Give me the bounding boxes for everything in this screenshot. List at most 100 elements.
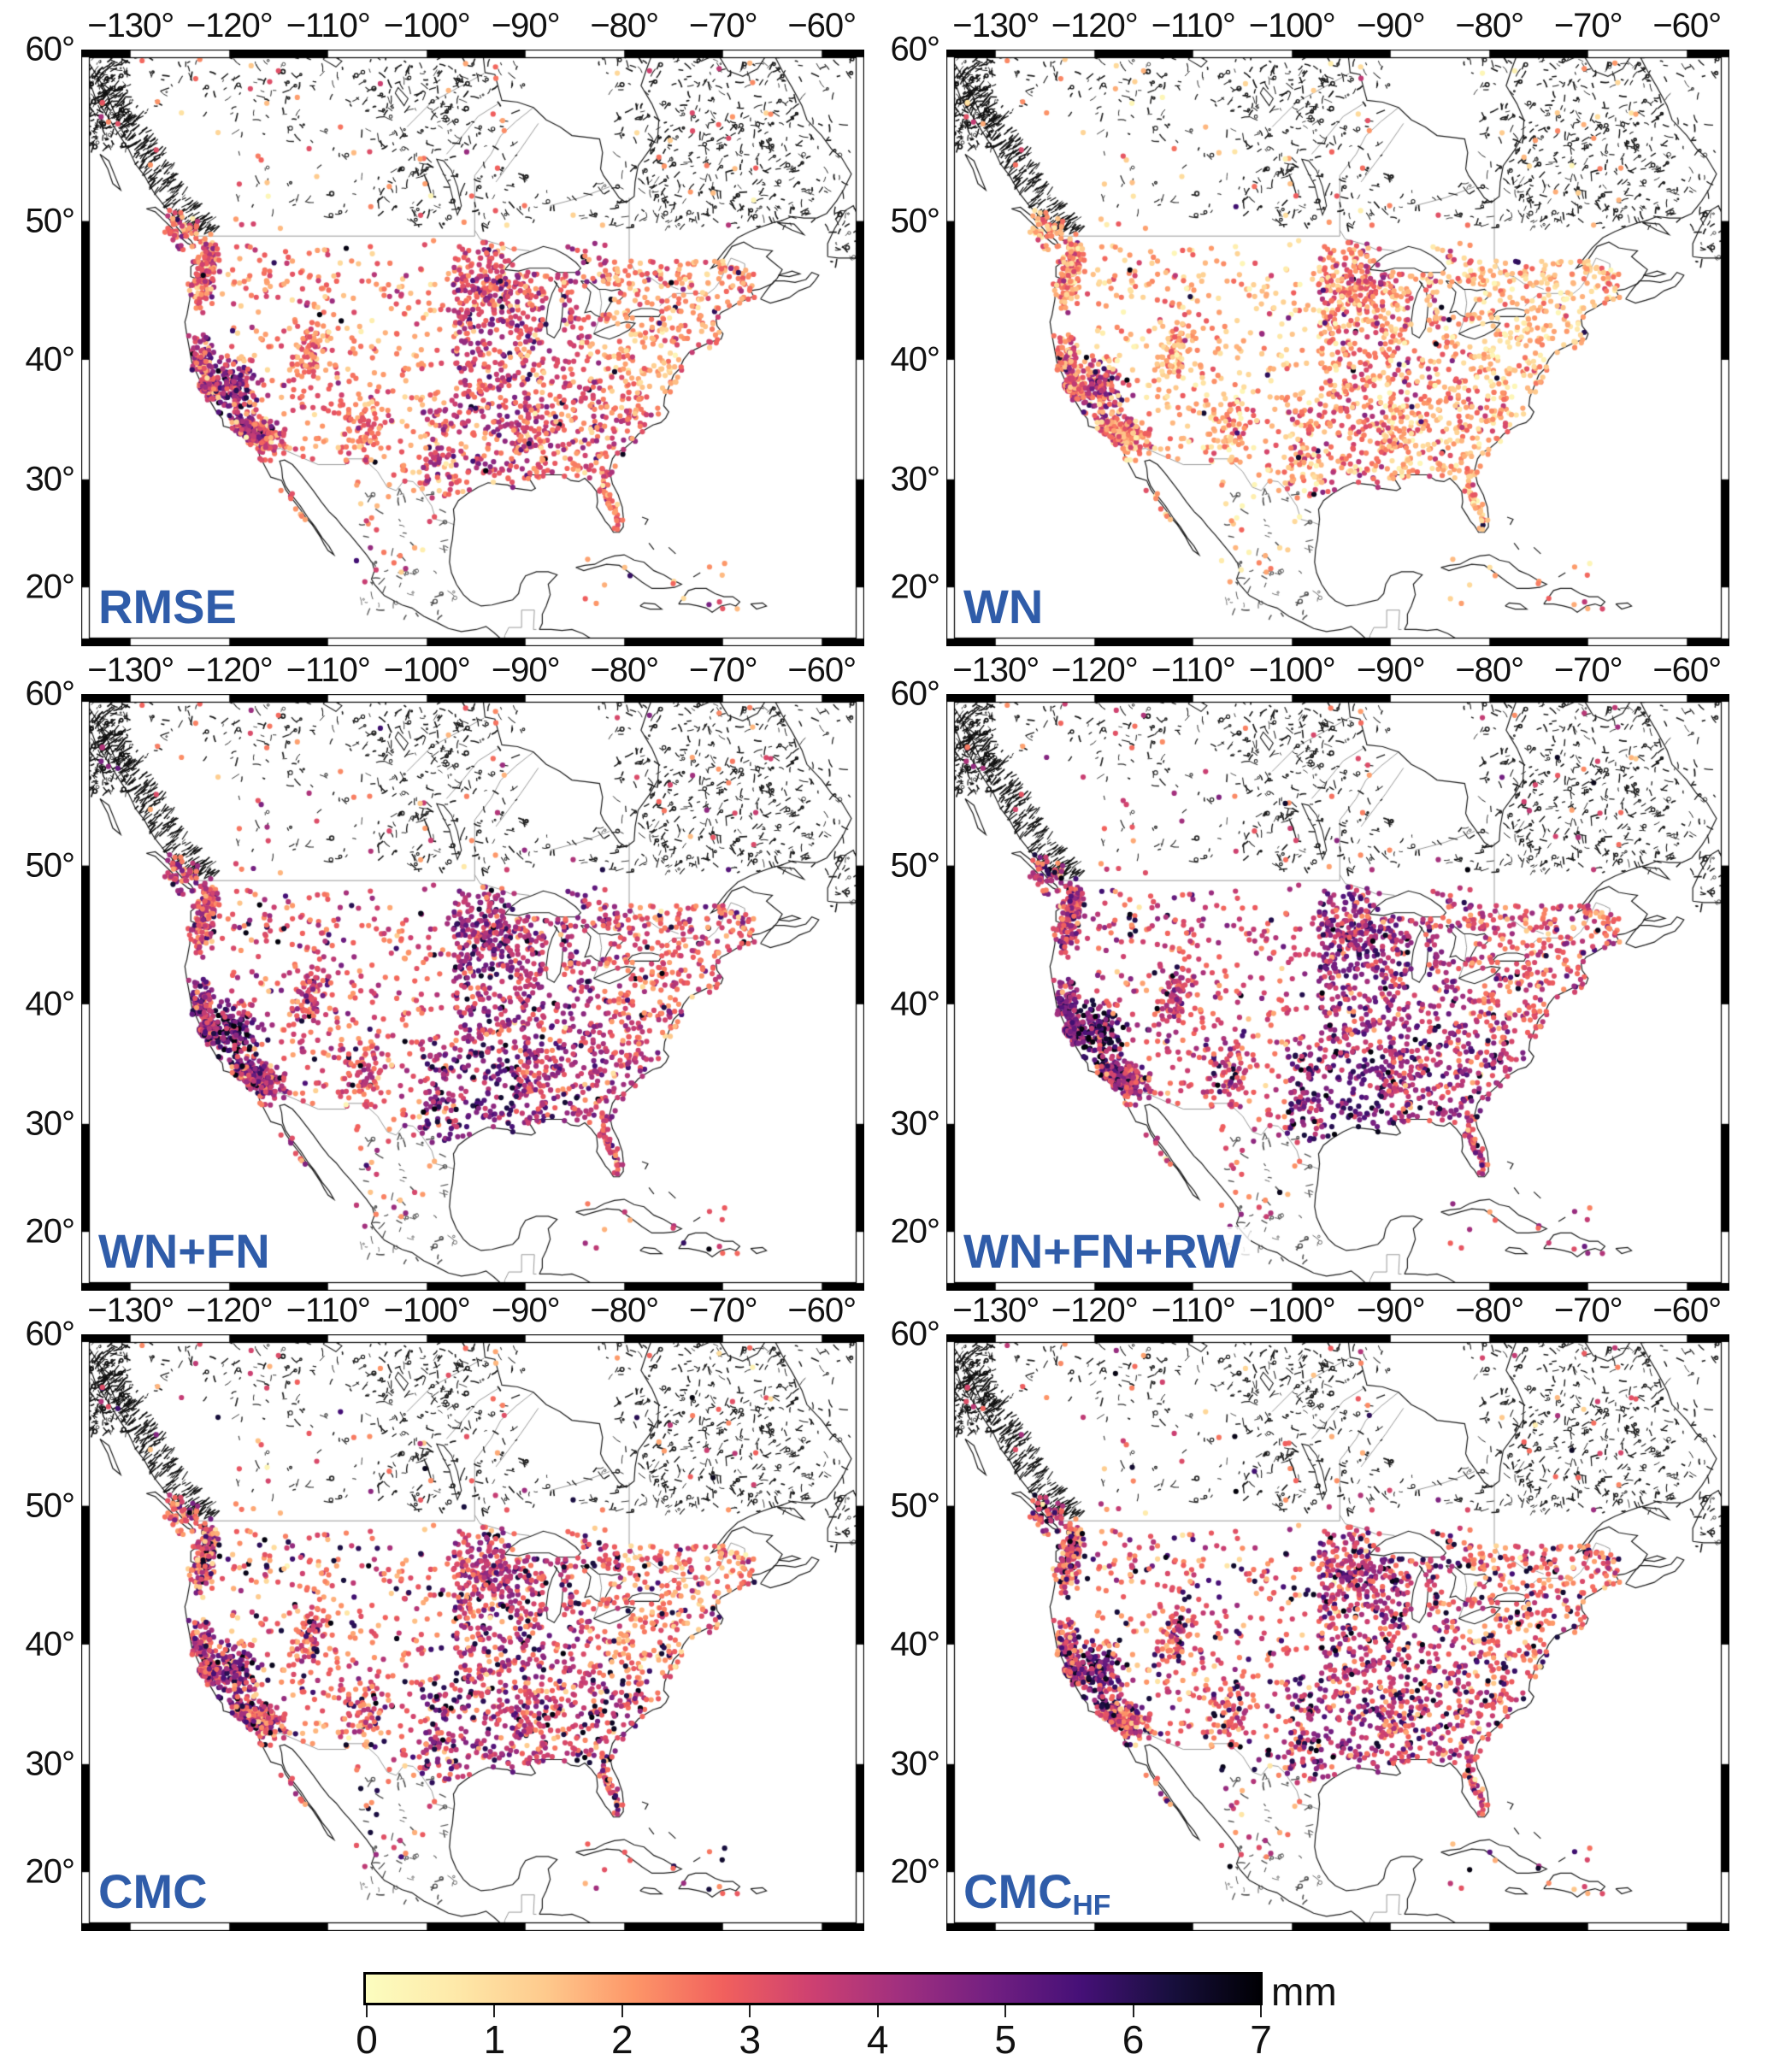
lat-tick-label: 30° [25, 460, 75, 498]
colorbar: 0 1 2 3 4 5 6 7 mm [356, 1969, 1336, 2072]
lat-tick-label: 30° [890, 1104, 940, 1143]
lon-tick-label: −110° [1151, 7, 1236, 44]
lon-tick-label: −70° [688, 651, 758, 689]
panel-label: WN [960, 581, 1052, 634]
map-panel-wn_fn: −130° −120° −110° −100° −90° −80° −70° −60° 60°… [26, 651, 864, 1291]
lon-tick-label: −110° [286, 7, 371, 44]
lat-tick-label: 20° [890, 1212, 940, 1251]
lon-tick-label: −90° [1356, 651, 1426, 689]
lon-tick-label: −60° [1652, 651, 1722, 689]
lon-tick-label: −60° [787, 7, 857, 44]
lat-tick-label: 20° [25, 568, 75, 606]
lat-tick-label: 40° [890, 340, 940, 379]
lat-tick-label: 50° [890, 846, 940, 885]
lat-tick-label: 20° [890, 568, 940, 606]
lon-tick-label: −60° [787, 1292, 857, 1329]
colorbar-tick [1132, 2005, 1134, 2017]
lon-tick-label: −120° [1051, 7, 1139, 44]
lon-tick-label: −70° [688, 7, 758, 44]
colorbar-tick [1004, 2005, 1007, 2017]
colorbar-tick-label: 4 [866, 2017, 889, 2062]
lon-tick-label: −120° [1051, 1292, 1139, 1329]
lon-tick-label: −70° [1553, 651, 1623, 689]
lon-tick-label: −130° [952, 7, 1040, 44]
colorbar-gradient [363, 1972, 1263, 2005]
lat-tick-label: 60° [25, 674, 75, 713]
lat-tick-label: 60° [890, 30, 940, 68]
lon-tick-label: −120° [186, 651, 274, 689]
map-panel-cmc_hf: −130° −120° −110° −100° −90° −80° −70° −60° 60°… [891, 1292, 1729, 1931]
panel-label: WN+FN+RW [960, 1226, 1251, 1279]
lon-tick-label: −120° [186, 1292, 274, 1329]
lon-tick-label: −60° [787, 651, 857, 689]
map-canvas [81, 1334, 864, 1931]
colorbar-tick-label: 5 [994, 2017, 1016, 2062]
lon-tick-label: −120° [186, 7, 274, 44]
map-panel-wn: −130° −120° −110° −100° −90° −80° −70° −60° 60°… [891, 7, 1729, 646]
colorbar-tick-label: 7 [1250, 2017, 1272, 2062]
lon-tick-label: −130° [952, 651, 1040, 689]
colorbar-tick [1260, 2005, 1262, 2017]
lat-tick-label: 20° [890, 1852, 940, 1891]
panel-label: WN+FN [95, 1226, 279, 1279]
panel-label: CMCHF [960, 1866, 1120, 1921]
colorbar-tick [749, 2005, 751, 2017]
lat-tick-label: 30° [25, 1745, 75, 1783]
lon-tick-label: −100° [1248, 1292, 1336, 1329]
lon-tick-label: −80° [590, 651, 659, 689]
map-canvas [946, 694, 1729, 1291]
panel-label: RMSE [95, 581, 245, 634]
colorbar-tick [493, 2005, 496, 2017]
lon-tick-label: −100° [383, 7, 471, 44]
lon-tick-label: −100° [383, 1292, 471, 1329]
lon-tick-label: −110° [286, 651, 371, 689]
lon-tick-label: −80° [590, 1292, 659, 1329]
lon-tick-label: −70° [1553, 1292, 1623, 1329]
colorbar-tick-label: 3 [739, 2017, 762, 2062]
colorbar-tick [621, 2005, 623, 2017]
lat-tick-label: 40° [890, 985, 940, 1023]
lon-tick-label: −90° [1356, 1292, 1426, 1329]
lon-tick-label: −90° [491, 7, 561, 44]
lat-tick-label: 50° [25, 1486, 75, 1525]
lat-tick-label: 60° [25, 30, 75, 68]
lon-tick-label: −90° [491, 651, 561, 689]
colorbar-tick [366, 2005, 368, 2017]
lat-tick-label: 50° [25, 846, 75, 885]
colorbar-tick-label: 6 [1122, 2017, 1145, 2062]
lat-tick-label: 40° [25, 1625, 75, 1663]
lon-tick-label: −70° [688, 1292, 758, 1329]
lat-tick-label: 40° [25, 985, 75, 1023]
lat-tick-label: 40° [890, 1625, 940, 1663]
lon-tick-label: −130° [87, 7, 174, 44]
lon-tick-label: −100° [1248, 651, 1336, 689]
colorbar-unit-label: mm [1271, 1969, 1337, 2014]
lon-tick-label: −110° [1151, 1292, 1236, 1329]
colorbar-tick [876, 2005, 879, 2017]
colorbar-tick-label: 1 [483, 2017, 506, 2062]
map-canvas [81, 50, 864, 646]
lat-tick-label: 60° [890, 1315, 940, 1353]
lon-tick-label: −110° [1151, 651, 1236, 689]
lon-tick-label: −80° [1455, 7, 1524, 44]
lon-tick-label: −80° [590, 7, 659, 44]
map-panel-wn_fn_rw: −130° −120° −110° −100° −90° −80° −70° −60° 60°… [891, 651, 1729, 1291]
lat-tick-label: 20° [25, 1212, 75, 1251]
lon-tick-label: −130° [87, 1292, 174, 1329]
lon-tick-label: −90° [491, 1292, 561, 1329]
map-canvas [946, 50, 1729, 646]
map-canvas [81, 694, 864, 1291]
lat-tick-label: 50° [890, 202, 940, 240]
lon-tick-label: −80° [1455, 1292, 1524, 1329]
lat-tick-label: 30° [890, 1745, 940, 1783]
colorbar-tick-label: 2 [611, 2017, 633, 2062]
lat-tick-label: 50° [890, 1486, 940, 1525]
panel-label: CMC [95, 1866, 216, 1919]
lon-tick-label: −80° [1455, 651, 1524, 689]
map-panel-rmse: −130° −120° −110° −100° −90° −80° −70° −60° 60°… [26, 7, 864, 646]
lon-tick-label: −100° [1248, 7, 1336, 44]
lon-tick-label: −60° [1652, 1292, 1722, 1329]
lon-tick-label: −100° [383, 651, 471, 689]
lon-tick-label: −60° [1652, 7, 1722, 44]
